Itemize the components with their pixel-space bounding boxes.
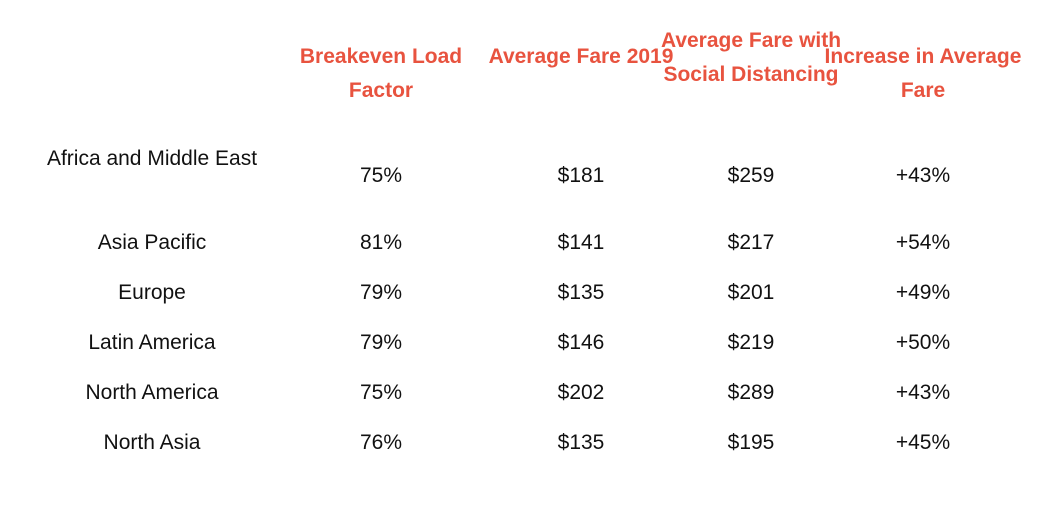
row-label-latin-america: Latin America bbox=[88, 331, 216, 354]
cell-fare-2019: $135 bbox=[557, 431, 605, 454]
column-header-breakeven-load-factor: Breakeven Load Factor bbox=[299, 45, 463, 102]
column-header-average-fare-2019: Average Fare 2019 bbox=[488, 45, 674, 68]
column-header-average-fare-social-distancing: Average Fare with Social Distancing bbox=[660, 29, 842, 86]
cell-increase: +43% bbox=[895, 381, 951, 404]
row-label-europe: Europe bbox=[118, 281, 186, 304]
cell-breakeven: 75% bbox=[359, 164, 403, 187]
row-label-africa-middle-east: Africa and Middle East bbox=[46, 147, 258, 170]
cell-increase: +54% bbox=[895, 231, 951, 254]
cell-increase: +43% bbox=[895, 164, 951, 187]
cell-fare-social: $195 bbox=[727, 431, 775, 454]
cell-fare-social: $217 bbox=[727, 231, 775, 254]
cell-fare-2019: $141 bbox=[557, 231, 605, 254]
cell-breakeven: 75% bbox=[359, 381, 403, 404]
cell-increase: +45% bbox=[895, 431, 951, 454]
cell-fare-social: $259 bbox=[727, 164, 775, 187]
cell-fare-2019: $181 bbox=[557, 164, 605, 187]
cell-fare-social: $289 bbox=[727, 381, 775, 404]
cell-breakeven: 79% bbox=[359, 331, 403, 354]
cell-fare-social: $201 bbox=[727, 281, 775, 304]
cell-increase: +49% bbox=[895, 281, 951, 304]
column-header-increase-average-fare: Increase in Average Fare bbox=[824, 45, 1022, 102]
row-label-asia-pacific: Asia Pacific bbox=[97, 231, 207, 254]
cell-fare-2019: $202 bbox=[557, 381, 605, 404]
cell-fare-2019: $135 bbox=[557, 281, 605, 304]
cell-increase: +50% bbox=[895, 331, 951, 354]
cell-breakeven: 79% bbox=[359, 281, 403, 304]
cell-fare-2019: $146 bbox=[557, 331, 605, 354]
cell-breakeven: 76% bbox=[359, 431, 403, 454]
cell-breakeven: 81% bbox=[359, 231, 403, 254]
row-label-north-america: North America bbox=[85, 381, 219, 404]
row-label-north-asia: North Asia bbox=[103, 431, 201, 454]
cell-fare-social: $219 bbox=[727, 331, 775, 354]
